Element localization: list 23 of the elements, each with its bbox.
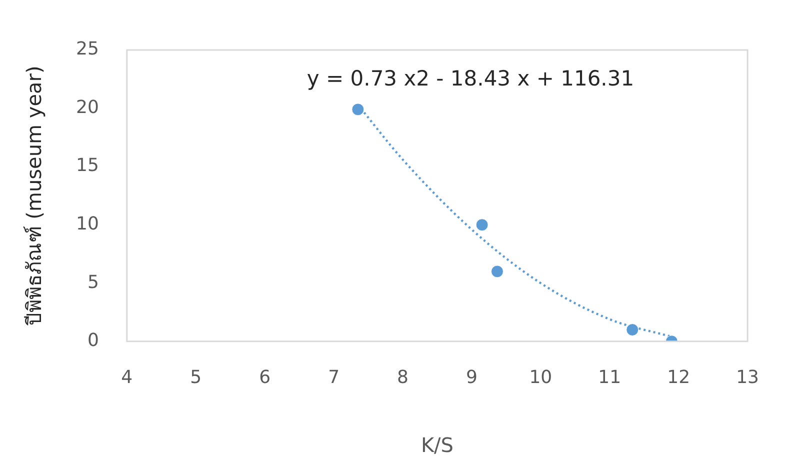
x-tick-label: 9 bbox=[466, 366, 478, 388]
y-tick-label: 15 bbox=[76, 155, 99, 176]
y-tick-label: 20 bbox=[76, 96, 99, 118]
point bbox=[352, 103, 364, 116]
x-tick-label: 10 bbox=[529, 366, 552, 388]
x-tick-label: 7 bbox=[328, 366, 340, 388]
annotation: y = 0.73 x2 - 18.43 x + 116.31 bbox=[306, 66, 634, 90]
x-tick-label: 12 bbox=[667, 366, 690, 388]
point bbox=[626, 323, 639, 336]
point bbox=[476, 218, 488, 232]
point bbox=[490, 265, 504, 278]
x-tick-label: 5 bbox=[190, 366, 202, 388]
x-tick-label: 4 bbox=[121, 366, 133, 388]
x-tick-label: 6 bbox=[259, 366, 271, 388]
y-tick-label: 10 bbox=[76, 214, 99, 235]
x-tick-label: 11 bbox=[598, 366, 622, 388]
x-tick-label: 13 bbox=[736, 366, 759, 388]
x-tick-label: 8 bbox=[397, 366, 408, 388]
x-axis-title: K/S bbox=[420, 433, 454, 458]
y-tick-label: 5 bbox=[87, 272, 99, 293]
y-tick-label: 25 bbox=[76, 38, 99, 60]
y-axis-title: ปีพิพิธภัณฑ์ (museum year) bbox=[22, 66, 46, 326]
y-tick-label: 0 bbox=[87, 330, 99, 352]
